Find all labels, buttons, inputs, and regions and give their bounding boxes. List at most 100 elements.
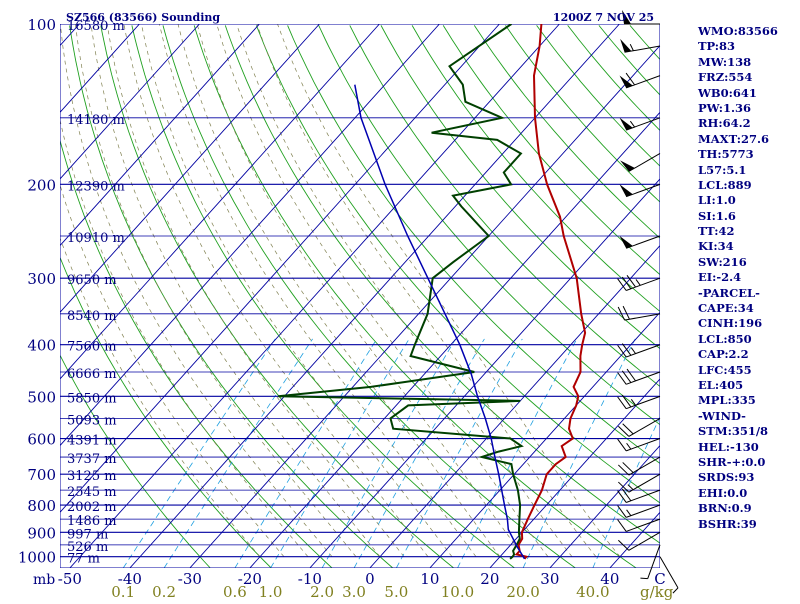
index-item: WMO:83566 (698, 24, 798, 39)
height-label: 9650 m (67, 273, 117, 288)
barb-pennant (620, 236, 633, 248)
height-label: 6666 m (67, 367, 117, 382)
pressure-tick-label: 800 (27, 497, 56, 515)
height-label: 3737 m (67, 452, 117, 467)
mixing-ratio-label: 20.0 (506, 583, 539, 600)
moist-adiabat (237, 24, 572, 557)
height-label: 8540 m (67, 309, 117, 324)
temperature-tick-label: 20 (480, 570, 499, 588)
index-item: EHI:0.0 (698, 486, 798, 501)
mixing-ratio-label: 10.0 (441, 583, 474, 600)
mixing-ratio-label: 3.0 (342, 583, 366, 600)
index-item: TT:42 (698, 224, 798, 239)
temperature-tick-label: 30 (540, 570, 559, 588)
height-label: 5093 m (67, 413, 117, 428)
index-item: TH:5773 (698, 147, 798, 162)
wind-barb (620, 73, 660, 88)
isotherm (250, 24, 740, 568)
barb-half-flag (631, 348, 635, 354)
height-label: 12390 m (67, 179, 125, 194)
wind-barb (620, 236, 660, 248)
barb-flag (623, 306, 629, 319)
barb-staff (626, 345, 660, 357)
sounding-traces (278, 24, 585, 559)
index-item: -WIND- (698, 409, 798, 424)
index-item: SHR-+:0.0 (698, 455, 798, 470)
index-item: SW:216 (698, 255, 798, 270)
height-label: 2545 m (67, 485, 117, 500)
temperature-tick-label: -50 (58, 570, 82, 588)
isotherm (190, 24, 680, 568)
index-item: MPL:335 (698, 393, 798, 408)
barb-staff (626, 490, 660, 502)
barb-half-flag (640, 578, 647, 579)
grid-lines (0, 24, 800, 568)
wind-barb (618, 369, 660, 384)
mixing-ratio-label: 1.0 (259, 583, 283, 600)
index-item: STM:351/8 (698, 424, 798, 439)
height-label: 4391 m (67, 434, 117, 449)
index-item: BSHR:39 (698, 517, 798, 532)
index-item: KI:34 (698, 239, 798, 254)
mixing-ratio-label: 0.6 (223, 583, 247, 600)
height-label: 3125 m (67, 469, 117, 484)
pressure-tick-label: 1000 (18, 549, 56, 567)
height-label: 7560 m (67, 340, 117, 355)
height-label: 14180 m (67, 113, 125, 128)
index-item: FRZ:554 (698, 70, 798, 85)
moist-adiabat (278, 24, 621, 557)
barb-staff (626, 278, 660, 290)
dry-adiabat (7, 25, 271, 568)
index-item: MW:138 (698, 55, 798, 70)
moist-adiabat (217, 24, 548, 557)
isotherm (130, 24, 620, 568)
index-item: RH:64.2 (698, 116, 798, 131)
wind-barb (618, 275, 660, 290)
barb-staff (626, 505, 660, 517)
index-item: LI:1.0 (698, 193, 798, 208)
pressure-tick-label: 400 (27, 337, 56, 355)
dry-adiabat (163, 25, 575, 568)
index-item: -PARCEL- (698, 286, 798, 301)
pressure-tick-label: 500 (27, 388, 56, 406)
index-item: EI:-2.4 (698, 270, 798, 285)
barb-staff (626, 118, 660, 130)
wind-barb (618, 418, 660, 436)
isotherm (0, 24, 319, 568)
dry-adiabat (225, 25, 697, 568)
index-item: PW:1.36 (698, 101, 798, 116)
dry-adiabat (70, 25, 393, 568)
mixing-ratio-label: 40.0 (576, 583, 609, 600)
barb-pennant (620, 118, 633, 130)
height-label: 77 m (67, 552, 100, 567)
barb-staff (626, 519, 660, 531)
index-item: MAXT:27.6 (698, 132, 798, 147)
pressure-tick-label: 200 (27, 176, 56, 194)
wind-barb (620, 39, 660, 52)
pressure-unit-label: mb (33, 572, 55, 588)
barb-half-flag (636, 279, 640, 285)
isotherm (0, 24, 379, 568)
mixing-ratio-line (271, 339, 410, 568)
index-item: BRN:0.9 (698, 501, 798, 516)
dewpoint-trace (278, 24, 521, 559)
barb-half-flag (630, 121, 634, 127)
index-item: SI:1.6 (698, 209, 798, 224)
temperature-tick-label: 0 (365, 570, 375, 588)
index-item: LFC:455 (698, 363, 798, 378)
mixing-ratio-line (458, 339, 577, 568)
dry-adiabat (101, 25, 454, 568)
barb-half-flag (630, 44, 633, 51)
isotherm (0, 24, 259, 568)
mixing-ratio-unit-label: g/kg (640, 583, 674, 600)
index-item: LCL:889 (698, 178, 798, 193)
mixing-ratio-line (593, 339, 697, 568)
index-item: TP:83 (698, 39, 798, 54)
barb-pennant (620, 75, 633, 87)
plot-frame (60, 24, 660, 568)
wind-barb (618, 344, 660, 357)
barb-flag (618, 439, 627, 451)
